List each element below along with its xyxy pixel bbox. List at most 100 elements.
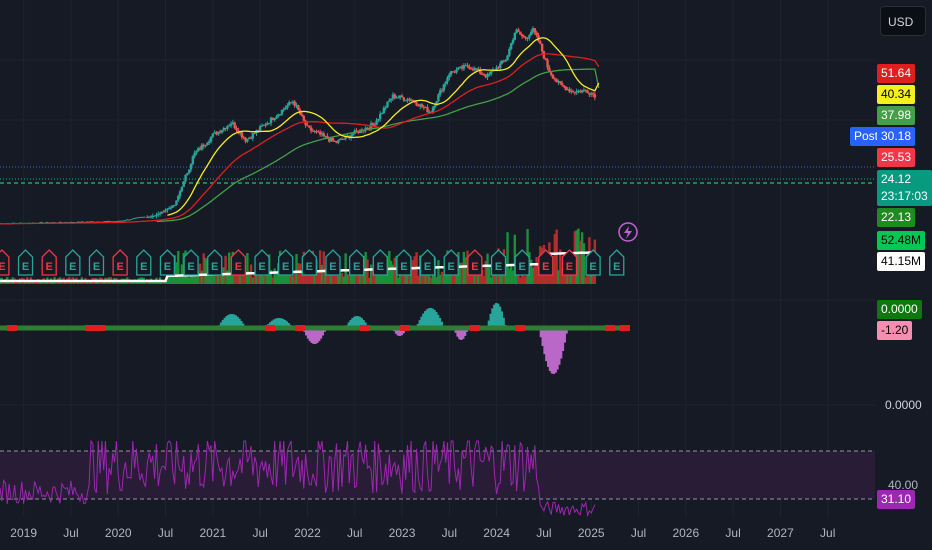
volume-bar <box>480 269 484 284</box>
macd-histogram-bar <box>398 328 402 336</box>
earnings-marker[interactable]: E <box>207 249 223 276</box>
earnings-marker[interactable]: E <box>372 249 388 276</box>
candle-body <box>289 102 293 104</box>
earnings-marker[interactable]: E <box>467 249 483 276</box>
earnings-marker[interactable]: E <box>278 249 294 276</box>
earnings-marker[interactable]: E <box>490 249 507 276</box>
candle-body <box>277 114 280 117</box>
candle-body <box>548 67 551 73</box>
volume-bar <box>200 270 204 284</box>
earnings-marker[interactable]: E <box>17 249 34 276</box>
volume-bar <box>348 274 351 284</box>
green-level-price-tag: 22.13 <box>877 208 916 227</box>
earnings-marker[interactable]: E <box>159 249 176 276</box>
earnings-marker[interactable]: E <box>41 249 57 276</box>
earnings-marker[interactable]: E <box>88 249 105 276</box>
volume-bar <box>506 232 509 284</box>
candle-body <box>271 117 275 121</box>
earnings-marker[interactable]: E <box>254 249 270 276</box>
candle-body <box>204 145 207 147</box>
time-tick-label: Jul <box>536 526 551 540</box>
volume-bar <box>439 274 442 284</box>
earnings-marker-shape <box>585 249 601 276</box>
earnings-marker[interactable]: E <box>183 249 199 276</box>
macd-signal-mark <box>7 325 17 331</box>
earnings-marker-shape <box>514 249 530 276</box>
macd-histogram-bar <box>347 322 351 328</box>
candle-body <box>207 141 211 143</box>
candle-body <box>440 90 444 92</box>
volume-bar <box>291 276 295 284</box>
time-axis[interactable]: 2019 Jul 2020 Jul 2021 Jul 2022 Jul 2023 Jul 2024 J… <box>0 517 875 550</box>
earnings-marker[interactable]: E <box>301 249 317 276</box>
time-tick-label: Jul <box>631 526 646 540</box>
earnings-marker[interactable]: E <box>538 249 554 276</box>
macd-histogram-bar <box>539 328 543 338</box>
candle-body <box>308 126 311 128</box>
earnings-marker[interactable]: E <box>136 249 152 276</box>
candle-body <box>306 125 309 127</box>
volume-bar <box>499 271 502 284</box>
candle-body <box>499 63 502 69</box>
candle-body <box>539 41 542 44</box>
earnings-marker[interactable]: E <box>419 249 436 276</box>
candle-body <box>233 122 236 128</box>
candle-body <box>526 37 529 39</box>
macd-histogram-bar <box>565 328 568 334</box>
volume-bar <box>568 269 571 284</box>
macd-histogram-bar <box>434 312 438 328</box>
volume-bar <box>244 274 247 284</box>
volume-bar <box>391 264 395 284</box>
earnings-marker[interactable]: E <box>443 249 459 276</box>
candle-body <box>147 216 151 218</box>
candle-body <box>460 66 464 69</box>
volume-bar <box>375 272 378 284</box>
earnings-marker-shape <box>17 249 34 276</box>
candle-body <box>437 94 440 102</box>
volume-bar <box>229 272 233 284</box>
close-price-tag: 25.53 <box>877 148 916 167</box>
earnings-marker[interactable]: E <box>585 249 601 276</box>
candle-body <box>582 89 586 91</box>
earnings-marker[interactable]: E <box>561 249 578 276</box>
earnings-marker[interactable]: E <box>396 249 412 276</box>
currency-button[interactable]: USD <box>880 6 926 36</box>
candle-body <box>157 213 160 215</box>
price-pane[interactable] <box>0 26 875 225</box>
candle-body <box>160 211 164 214</box>
earnings-marker[interactable]: E <box>0 249 10 276</box>
candle-body <box>229 124 233 126</box>
volume-bar <box>488 266 491 284</box>
candle-body <box>222 127 225 131</box>
earnings-marker[interactable]: E <box>348 249 365 276</box>
earnings-marker[interactable]: E <box>230 249 247 276</box>
volume-bar <box>559 249 562 284</box>
candle-body <box>380 113 384 115</box>
macd-histogram-bar <box>239 321 243 328</box>
candle-body <box>391 94 395 99</box>
time-tick-label: Jul <box>442 526 457 540</box>
candle-body <box>215 132 218 135</box>
candle-body <box>588 93 591 95</box>
earnings-marker[interactable]: E <box>514 249 530 276</box>
earnings-marker-letter: E <box>140 261 147 273</box>
volume-bar <box>564 267 567 284</box>
candle-body <box>520 34 524 37</box>
earnings-marker[interactable]: E <box>325 249 341 276</box>
volume-bar <box>195 273 198 284</box>
earnings-marker[interactable]: E <box>65 249 81 276</box>
macd-histogram-bar <box>354 316 358 328</box>
earnings-marker[interactable]: E <box>609 249 625 276</box>
ma-yellow-line <box>167 37 600 216</box>
candle-body <box>557 81 560 83</box>
lightning-icon[interactable] <box>618 222 638 242</box>
candle-body <box>400 95 404 98</box>
earnings-marker-letter: E <box>377 261 384 273</box>
earnings-marker[interactable]: E <box>112 249 128 276</box>
candle-body <box>273 118 276 121</box>
earnings-marker-shape <box>443 249 459 276</box>
candle-body <box>286 105 289 108</box>
candle-body <box>591 93 595 95</box>
